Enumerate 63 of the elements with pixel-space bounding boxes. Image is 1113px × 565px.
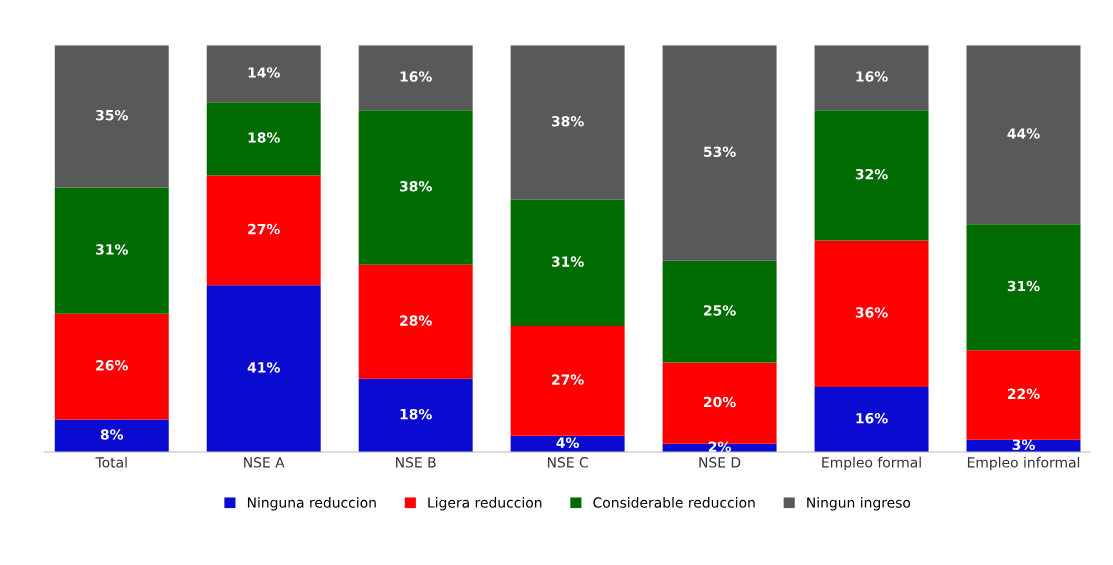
bar — [54, 187, 169, 314]
data-label: 18% — [248, 132, 280, 143]
data-label: 18% — [400, 408, 432, 420]
x-tick-label: Total — [95, 456, 127, 468]
x-tick-label: Empleo formal — [822, 456, 921, 471]
bar — [662, 45, 777, 261]
bar — [358, 378, 473, 452]
data-label: 16% — [856, 71, 888, 82]
x-tick-label: NSE D — [699, 457, 741, 468]
bar — [814, 240, 929, 387]
bar — [54, 419, 169, 452]
data-label: 16% — [400, 71, 432, 82]
data-label: 16% — [856, 412, 888, 424]
data-label: 2% — [708, 441, 731, 452]
data-label: 28% — [400, 315, 432, 326]
data-label: 41% — [247, 362, 280, 373]
bar — [966, 350, 1081, 440]
bar — [510, 325, 625, 436]
data-label: 36% — [855, 307, 888, 318]
bar — [206, 45, 321, 103]
bar — [814, 386, 929, 452]
legend-label: Considerable reduccion — [593, 497, 755, 508]
x-tick-label: NSE C — [547, 457, 588, 468]
data-label: 53% — [704, 146, 736, 158]
data-label: 8% — [100, 429, 124, 440]
data-label: 44% — [1007, 128, 1040, 139]
data-label: 3% — [1012, 439, 1035, 450]
legend-label: Ligera reduccion — [428, 497, 542, 511]
bar — [966, 224, 1081, 351]
data-label: 27% — [552, 374, 584, 385]
data-label: 31% — [96, 244, 128, 255]
bar — [54, 45, 169, 188]
x-tick-label: NSE B — [396, 457, 436, 468]
data-label: 26% — [96, 360, 128, 371]
bar — [358, 264, 473, 379]
data-label: 31% — [551, 256, 584, 267]
data-label: 20% — [704, 396, 736, 408]
bar — [358, 45, 473, 111]
bar — [206, 285, 321, 452]
bar — [510, 199, 625, 326]
bar — [966, 45, 1081, 225]
data-label: 25% — [704, 305, 736, 316]
bar — [510, 45, 625, 200]
bar — [206, 175, 321, 286]
x-tick-label: Empleo informal — [967, 456, 1080, 471]
legend-label: Ninguna reduccion — [247, 497, 376, 511]
data-label: 14% — [248, 67, 280, 78]
data-label: 4% — [556, 437, 579, 448]
data-label: 38% — [551, 116, 584, 127]
bar — [358, 110, 473, 265]
legend-label: Ningun ingreso — [807, 497, 911, 511]
data-label: 27% — [248, 223, 280, 235]
bar — [662, 260, 777, 363]
data-label: 31% — [1007, 280, 1040, 292]
bar — [814, 45, 929, 111]
bar — [54, 313, 169, 420]
data-label: 32% — [855, 168, 888, 180]
bar — [814, 110, 929, 241]
data-label: 22% — [1007, 388, 1040, 400]
bar — [206, 102, 321, 176]
x-tick-label: NSE A — [244, 457, 285, 468]
data-label: 38% — [399, 181, 432, 192]
data-label: 35% — [96, 109, 128, 121]
